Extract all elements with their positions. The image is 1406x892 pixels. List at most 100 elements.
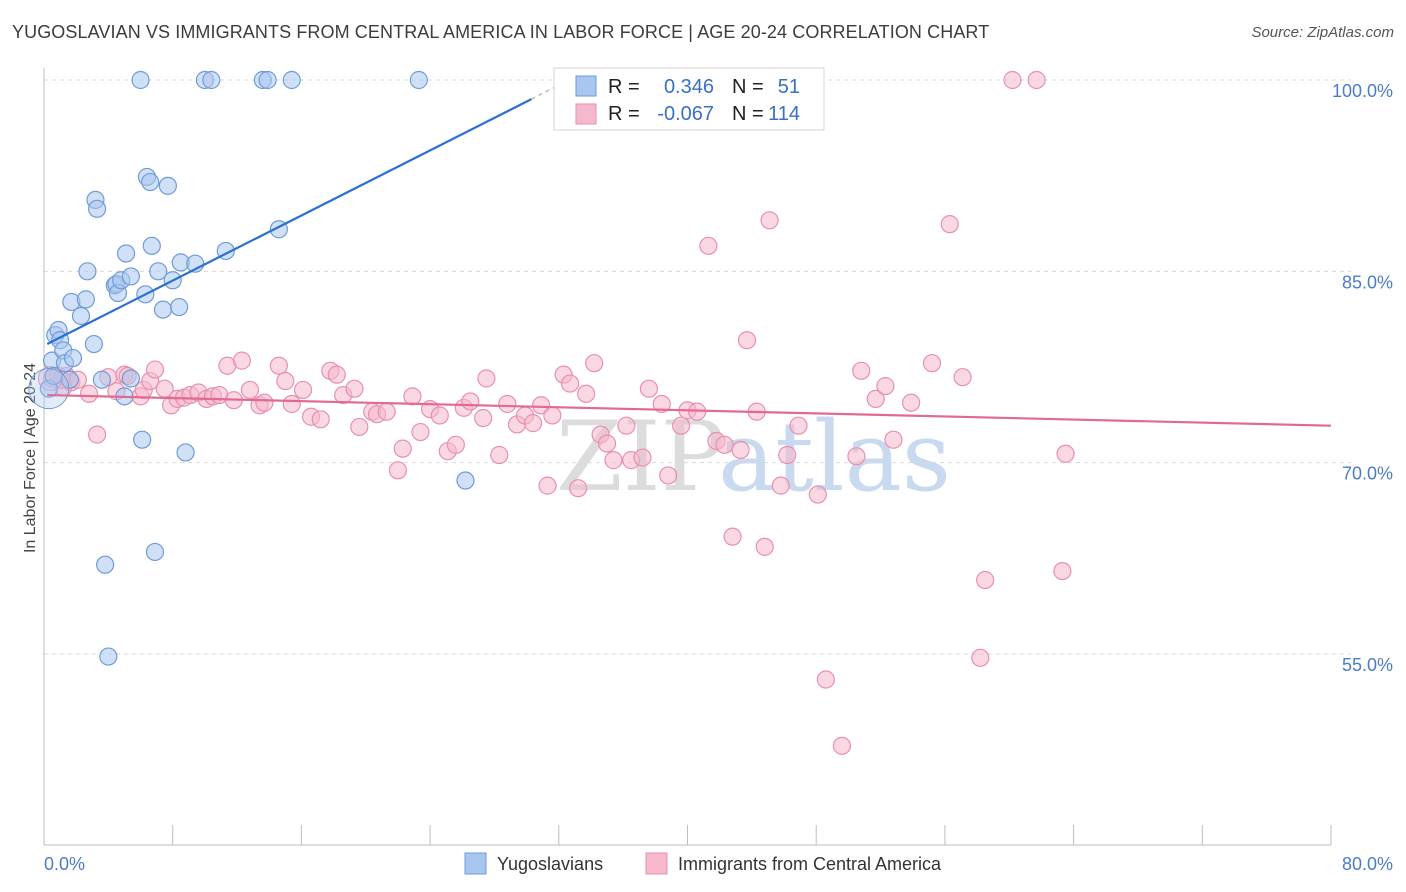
- point-immigrants-66: [560, 374, 580, 393]
- point-immigrants-101: [876, 377, 895, 396]
- point-immigrants-33: [282, 394, 301, 414]
- point-immigrants-62: [532, 396, 551, 415]
- point-immigrants-34: [293, 380, 313, 400]
- x-tick-label-max: 80.0%: [1342, 854, 1393, 874]
- point-yugoslavians-32: [141, 172, 160, 192]
- trend-line-yugoslavians: [46, 98, 532, 346]
- chart-title: YUGOSLAVIAN VS IMMIGRANTS FROM CENTRAL A…: [12, 22, 990, 42]
- point-yugoslavians-9: [63, 348, 83, 368]
- point-immigrants-102: [884, 430, 903, 449]
- legend-label-yugoslavians: Yugoslavians: [497, 854, 603, 874]
- stats-swatch-immigrants: [575, 103, 597, 125]
- point-immigrants-97: [832, 736, 852, 755]
- point-immigrants-52: [446, 435, 465, 454]
- y-tick-label-85: 85.0%: [1342, 272, 1393, 292]
- point-immigrants-57: [490, 445, 509, 465]
- point-immigrants-44: [377, 402, 396, 421]
- point-immigrants-92: [778, 445, 797, 465]
- point-immigrants-78: [659, 466, 678, 485]
- point-immigrants-85: [723, 527, 742, 546]
- stat-r-value-1: 0.346: [664, 76, 714, 98]
- point-immigrants-90: [760, 211, 779, 230]
- point-immigrants-47: [403, 387, 422, 406]
- point-immigrants-61: [523, 414, 543, 433]
- point-yugoslavians-37: [158, 176, 177, 195]
- point-yugoslavians-19: [99, 647, 118, 666]
- point-immigrants-105: [940, 215, 959, 234]
- point-yugoslavians-11: [71, 306, 91, 326]
- point-immigrants-6: [79, 384, 99, 403]
- stat-n-value-1: 51: [778, 76, 800, 98]
- point-immigrants-55: [474, 408, 493, 428]
- point-yugoslavians-28: [131, 70, 150, 90]
- point-yugoslavians-12: [76, 290, 95, 309]
- point-immigrants-111: [1053, 561, 1072, 581]
- point-immigrants-63: [538, 476, 557, 495]
- point-yugoslavians-36: [153, 300, 173, 319]
- stats-box: R = 0.346 N = 51 R = -0.067 N = 114: [553, 67, 825, 131]
- point-yugoslavians-cluster: [28, 368, 70, 410]
- source-credit: Source: ZipAtlas.com: [1251, 24, 1394, 41]
- point-immigrants-72: [604, 451, 623, 470]
- point-immigrants-107: [971, 648, 990, 667]
- point-immigrants-67: [569, 479, 588, 498]
- legend-label-immigrants: Immigrants from Central America: [678, 854, 942, 874]
- point-yugoslavians-29: [133, 430, 152, 449]
- point-immigrants-100: [866, 389, 885, 408]
- point-immigrants-86: [731, 440, 750, 460]
- point-immigrants-71: [597, 434, 617, 453]
- y-tick-label-100: 100.0%: [1332, 81, 1393, 101]
- stat-n-label-1: N =: [732, 76, 764, 98]
- point-immigrants-31: [269, 356, 288, 375]
- point-immigrants-112: [1056, 444, 1075, 463]
- point-immigrants-30: [255, 393, 274, 412]
- stat-r-label-1: R =: [608, 76, 640, 98]
- point-immigrants-46: [393, 439, 412, 458]
- point-yugoslavians-25: [116, 244, 136, 263]
- legend-swatch-immigrants: [645, 852, 668, 875]
- legend-swatch-yugoslavians: [464, 852, 487, 875]
- y-axis-label: In Labor Force | Age 20-24: [22, 363, 39, 553]
- point-yugoslavians-50: [409, 70, 428, 90]
- stat-n-value-2: 114: [768, 103, 800, 125]
- point-immigrants-89: [755, 537, 774, 556]
- point-immigrants-108: [976, 570, 995, 590]
- point-yugoslavians-51: [456, 471, 475, 490]
- point-immigrants-106: [953, 368, 972, 387]
- point-yugoslavians-13: [78, 262, 97, 281]
- point-immigrants-32: [276, 371, 295, 391]
- point-yugoslavians-27: [121, 369, 140, 388]
- axes: [43, 68, 1332, 846]
- stats-swatch-yugoslavians: [575, 75, 597, 97]
- point-yugoslavians-26: [121, 267, 140, 286]
- point-immigrants-75: [633, 448, 652, 467]
- point-immigrants-99: [852, 361, 871, 380]
- point-yugoslavians-17: [92, 370, 112, 389]
- point-immigrants-27: [232, 351, 251, 370]
- point-immigrants-98: [847, 447, 866, 466]
- point-immigrants-87: [737, 331, 757, 350]
- stat-r-value-2: -0.067: [657, 103, 714, 125]
- x-tick-label-min: 0.0%: [44, 854, 85, 874]
- y-tick-labels: 55.0% 70.0% 85.0% 100.0%: [1332, 81, 1393, 675]
- point-immigrants-79: [671, 416, 691, 435]
- point-yugoslavians-35: [149, 262, 168, 281]
- point-yugoslavians-8: [60, 370, 79, 389]
- point-yugoslavians-33: [142, 236, 161, 255]
- point-yugoslavians-44: [202, 70, 221, 90]
- y-tick-label-70: 70.0%: [1342, 464, 1393, 484]
- point-yugoslavians-47: [258, 70, 277, 90]
- point-yugoslavians-14: [84, 334, 103, 354]
- point-immigrants-69: [585, 354, 604, 373]
- point-immigrants-103: [902, 393, 921, 412]
- x-tick-labels: 0.0% 80.0%: [44, 854, 1393, 874]
- point-immigrants-93: [789, 416, 808, 435]
- point-immigrants-76: [639, 379, 658, 398]
- point-immigrants-84: [715, 435, 734, 454]
- trend-line-immigrants: [47, 393, 1332, 427]
- stat-r-label-2: R =: [608, 103, 640, 125]
- point-immigrants-50: [430, 406, 449, 425]
- point-yugoslavians-34: [145, 542, 165, 562]
- point-yugoslavians-49: [282, 70, 301, 90]
